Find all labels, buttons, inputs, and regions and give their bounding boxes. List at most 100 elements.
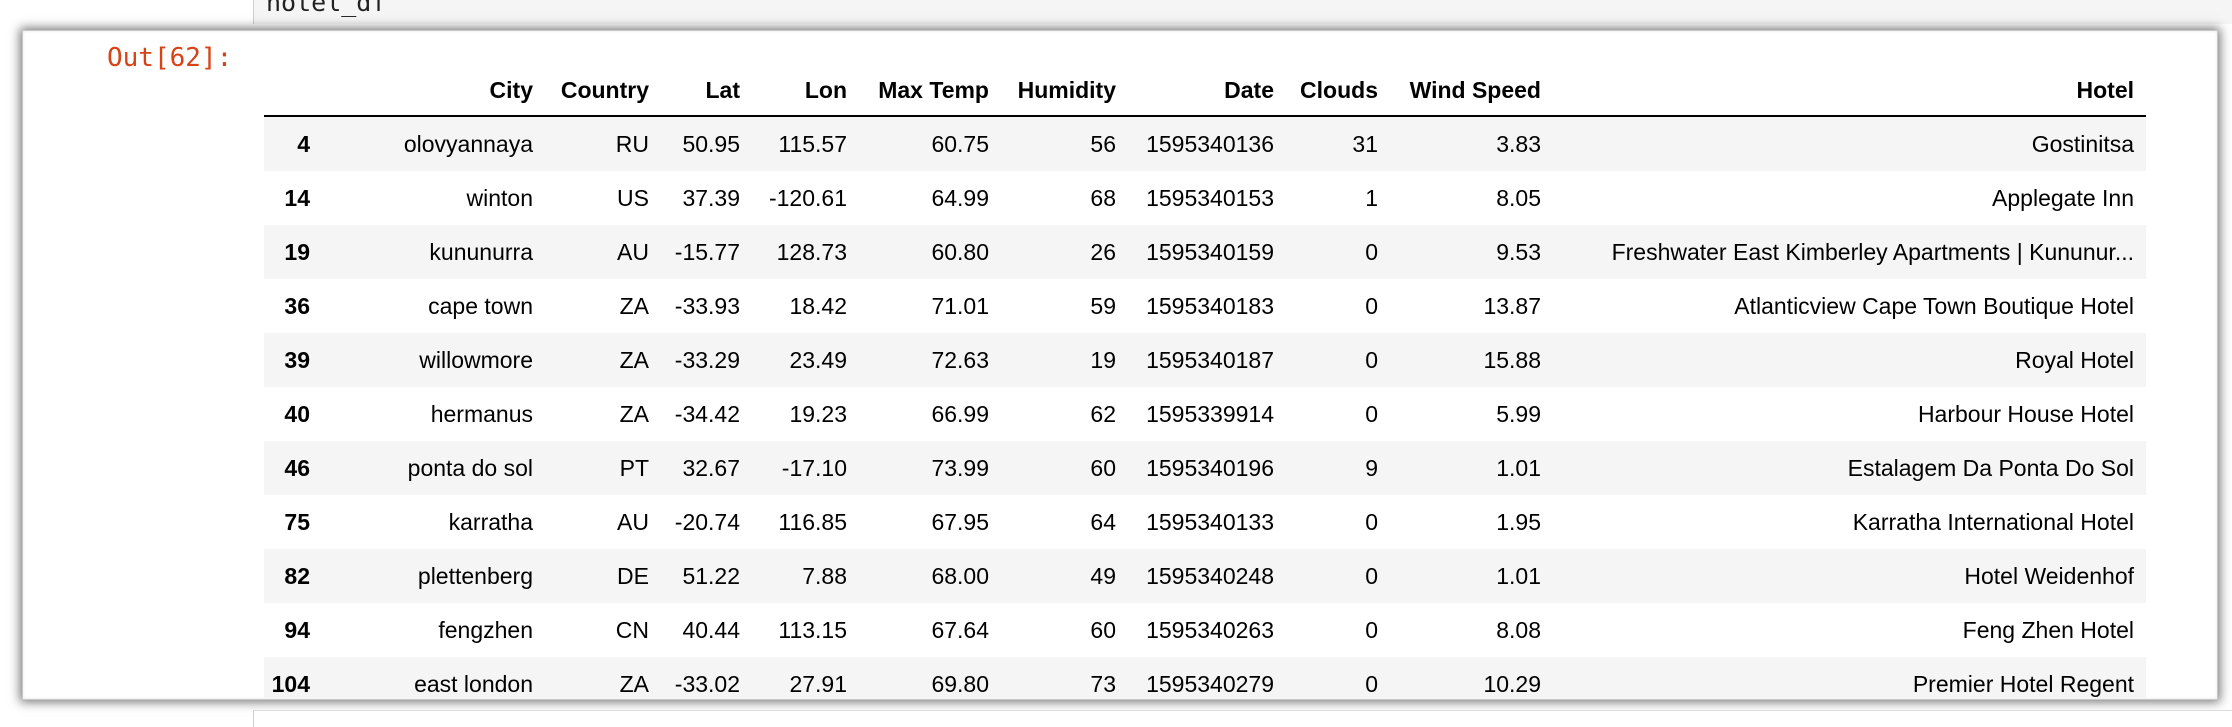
row-index: 104 [271,670,310,697]
table-cell: 5.99 [1496,400,1541,427]
table-cell: -33.29 [674,346,740,373]
input-code: hotel_df [266,0,387,17]
table-cell: ZA [619,292,649,319]
table-cell: 1595340196 [1146,454,1274,481]
table-cell: 1595340133 [1146,508,1274,535]
table-cell: 50.95 [682,130,740,157]
table-cell: 73 [1090,670,1116,697]
table-row: 94 fengzhen CN 40.44 113.15 67.64 60 1595340263… [264,603,2146,657]
table-row: 46 ponta do sol PT 32.67 -17.10 73.99 60 159534… [264,441,2146,495]
table-row: 75 karratha AU -20.74 116.85 67.95 64 159534013… [264,495,2146,549]
table-cell: 1595340248 [1146,562,1274,589]
table-cell: 1595340153 [1146,184,1274,211]
table-cell: 1595340279 [1146,670,1274,697]
table-cell: fengzhen [438,616,533,643]
table-cell: Applegate Inn [1992,184,2134,211]
table-cell: 56 [1090,130,1116,157]
table-cell: 72.63 [931,346,989,373]
table-cell: 23.49 [789,346,847,373]
table-cell: 1595340187 [1146,346,1274,373]
row-index: 14 [284,184,310,211]
table-cell: 59 [1090,292,1116,319]
table-cell: east london [414,670,533,697]
table-cell: 66.99 [931,400,989,427]
table-cell: 73.99 [931,454,989,481]
table-cell: Estalagem Da Ponta Do Sol [1847,454,2134,481]
table-cell: 69.80 [931,670,989,697]
table-cell: 13.87 [1483,292,1541,319]
table-cell: 1.95 [1496,508,1541,535]
table-cell: 60.75 [931,130,989,157]
table-body: 4 olovyannaya RU 50.95 115.57 60.75 56 15953401… [264,116,2146,699]
column-header: City [340,65,545,117]
column-header: Lon [752,65,859,117]
table-cell: 1595340136 [1146,130,1274,157]
row-index: 36 [284,292,310,319]
table-cell: 26 [1090,238,1116,265]
table-cell: -120.61 [768,184,847,211]
table-cell: Karratha International Hotel [1852,508,2134,535]
table-cell: -17.10 [781,454,847,481]
table-cell: ZA [619,400,649,427]
next-cell[interactable] [253,710,2232,727]
table-cell: 64.99 [931,184,989,211]
table-cell: 10.29 [1483,670,1541,697]
column-header: Max Temp [859,65,1001,117]
output-prompt: Out[62]: [107,43,233,73]
column-header: Date [1128,65,1286,117]
table-cell: Gostinitsa [2031,130,2134,157]
table-header-row: City Country Lat Lon Max Temp Humidity Date Clo… [264,65,2146,117]
table-cell: 71.01 [931,292,989,319]
row-index: 19 [284,238,310,265]
table-cell: Premier Hotel Regent [1912,670,2134,697]
input-cell[interactable]: hotel_df [253,0,2232,24]
table-cell: 49 [1090,562,1116,589]
table-cell: 18.42 [789,292,847,319]
row-index: 40 [284,400,310,427]
table-cell: AU [617,508,649,535]
table-row: 40 hermanus ZA -34.42 19.23 66.99 62 1595339914… [264,387,2146,441]
table-cell: 1 [1365,184,1378,211]
table-cell: AU [617,238,649,265]
table-cell: 128.73 [776,238,847,265]
table-cell: ZA [619,670,649,697]
table-row: 4 olovyannaya RU 50.95 115.57 60.75 56 15953401… [264,116,2146,171]
table-cell: winton [466,184,533,211]
table-cell: hermanus [430,400,533,427]
table-cell: 1595340159 [1146,238,1274,265]
table-cell: 68 [1090,184,1116,211]
table-cell: PT [619,454,649,481]
table-cell: 68.00 [931,562,989,589]
table-row: 36 cape town ZA -33.93 18.42 71.01 59 159534018… [264,279,2146,333]
table-cell: 0 [1365,346,1378,373]
table-cell: 1.01 [1496,562,1541,589]
table-row: 82 plettenberg DE 51.22 7.88 68.00 49 159534024… [264,549,2146,603]
table-cell: 37.39 [682,184,740,211]
table-cell: 8.08 [1496,616,1541,643]
table-cell: -20.74 [674,508,740,535]
column-header: Clouds [1286,65,1390,117]
dataframe-container: City Country Lat Lon Max Temp Humidity Date Clo… [264,65,2146,699]
table-cell: 60 [1090,616,1116,643]
table-cell: -33.93 [674,292,740,319]
table-cell: 19 [1090,346,1116,373]
table-cell: 51.22 [682,562,740,589]
table-cell: 0 [1365,508,1378,535]
table-cell: 67.64 [931,616,989,643]
table-cell: 27.91 [789,670,847,697]
table-cell: 0 [1365,616,1378,643]
table-cell: plettenberg [417,562,533,589]
table-cell: 113.15 [778,616,847,643]
table-cell: 60.80 [931,238,989,265]
table-cell: DE [617,562,649,589]
table-cell: 60 [1090,454,1116,481]
table-cell: -15.77 [674,238,740,265]
table-cell: olovyannaya [403,130,533,157]
row-index: 46 [284,454,310,481]
row-index: 94 [284,616,310,643]
table-cell: ponta do sol [407,454,533,481]
dataframe-table: City Country Lat Lon Max Temp Humidity Date Clo… [264,65,2146,699]
table-row: 19 kununurra AU -15.77 128.73 60.80 26 15953401… [264,225,2146,279]
table-row: 104 east london ZA -33.02 27.91 69.80 73 159534… [264,657,2146,699]
table-cell: 116.85 [778,508,847,535]
